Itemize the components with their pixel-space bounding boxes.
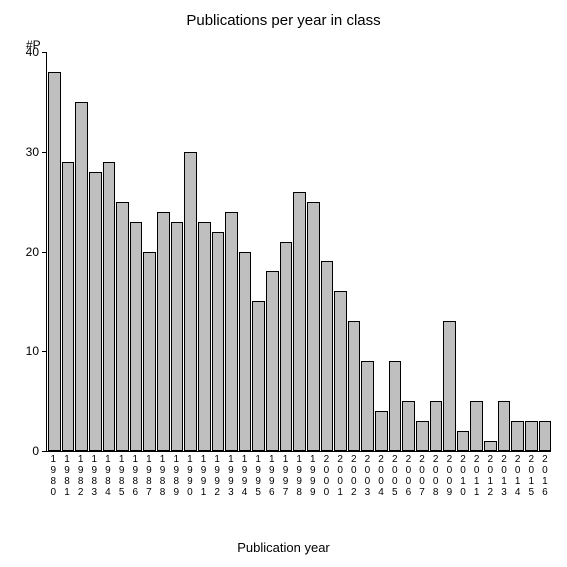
bar (143, 252, 156, 452)
x-tick-label: 2006 (402, 454, 415, 498)
bar (525, 421, 538, 451)
bar (116, 202, 129, 451)
bar (62, 162, 75, 451)
bar (130, 222, 143, 451)
x-tick-label: 1995 (252, 454, 265, 498)
y-tick-label: 40 (26, 45, 39, 59)
x-tick-label: 2003 (361, 454, 374, 498)
x-tick-label: 1994 (238, 454, 251, 498)
bar (443, 321, 456, 451)
bar (157, 212, 170, 451)
x-tick-label: 1991 (197, 454, 210, 498)
bar (252, 301, 265, 451)
x-tick-label: 1992 (211, 454, 224, 498)
x-tick-label: 1993 (225, 454, 238, 498)
x-tick-label: 1999 (306, 454, 319, 498)
bar (361, 361, 374, 451)
y-tick-label: 10 (26, 344, 39, 358)
x-tick-label: 1996 (266, 454, 279, 498)
x-tick-label: 1990 (184, 454, 197, 498)
y-tick (42, 152, 47, 153)
bar (171, 222, 184, 451)
bar (307, 202, 320, 451)
x-tick-label: 2004 (375, 454, 388, 498)
x-tick-label: 2005 (388, 454, 401, 498)
x-tick-labels: 1980198119821983198419851986198719881989… (46, 454, 551, 498)
x-tick-label: 2013 (498, 454, 511, 498)
plot-area: 010203040 (46, 52, 551, 452)
bar (280, 242, 293, 451)
x-tick-label: 1981 (61, 454, 74, 498)
x-tick-label: 1989 (170, 454, 183, 498)
x-tick-label: 1983 (88, 454, 101, 498)
x-tick-label: 2012 (484, 454, 497, 498)
x-tick-label: 1997 (279, 454, 292, 498)
bar (239, 252, 252, 452)
chart-title: Publications per year in class (0, 12, 567, 29)
bar (402, 401, 415, 451)
x-tick-label: 2007 (416, 454, 429, 498)
bar (511, 421, 524, 451)
x-tick-label: 2011 (470, 454, 483, 498)
bar (334, 291, 347, 451)
x-tick-label: 1986 (129, 454, 142, 498)
bar (48, 72, 61, 451)
x-tick-label: 1998 (293, 454, 306, 498)
bar (430, 401, 443, 451)
chart-container: Publications per year in class #P 010203… (0, 0, 567, 567)
y-tick (42, 252, 47, 253)
bar (75, 102, 88, 451)
bar (321, 261, 334, 451)
x-tick-label: 2015 (525, 454, 538, 498)
y-tick-label: 30 (26, 145, 39, 159)
x-tick-label: 2008 (429, 454, 442, 498)
bar (375, 411, 388, 451)
x-tick-label: 2009 (443, 454, 456, 498)
x-tick-label: 1985 (115, 454, 128, 498)
bars-group (47, 52, 551, 451)
bar (498, 401, 511, 451)
x-tick-label: 1988 (156, 454, 169, 498)
x-axis-label: Publication year (0, 540, 567, 555)
x-tick-label: 2010 (457, 454, 470, 498)
bar (89, 172, 102, 451)
bar (539, 421, 552, 451)
bar (184, 152, 197, 451)
bar (212, 232, 225, 451)
y-tick (42, 451, 47, 452)
bar (103, 162, 116, 451)
y-tick (42, 351, 47, 352)
y-tick (42, 52, 47, 53)
bar (416, 421, 429, 451)
bar (470, 401, 483, 451)
x-tick-label: 2001 (334, 454, 347, 498)
bar (389, 361, 402, 451)
x-tick-label: 2000 (320, 454, 333, 498)
y-tick-label: 0 (32, 444, 39, 458)
x-tick-label: 1987 (143, 454, 156, 498)
bar (348, 321, 361, 451)
x-tick-label: 2002 (347, 454, 360, 498)
x-tick-label: 2014 (511, 454, 524, 498)
bar (457, 431, 470, 451)
bar (293, 192, 306, 451)
x-tick-label: 1980 (47, 454, 60, 498)
x-tick-label: 2016 (539, 454, 552, 498)
x-tick-label: 1984 (102, 454, 115, 498)
bar (266, 271, 279, 451)
bar (484, 441, 497, 451)
bar (225, 212, 238, 451)
x-tick-label: 1982 (74, 454, 87, 498)
y-tick-label: 20 (26, 245, 39, 259)
bar (198, 222, 211, 451)
